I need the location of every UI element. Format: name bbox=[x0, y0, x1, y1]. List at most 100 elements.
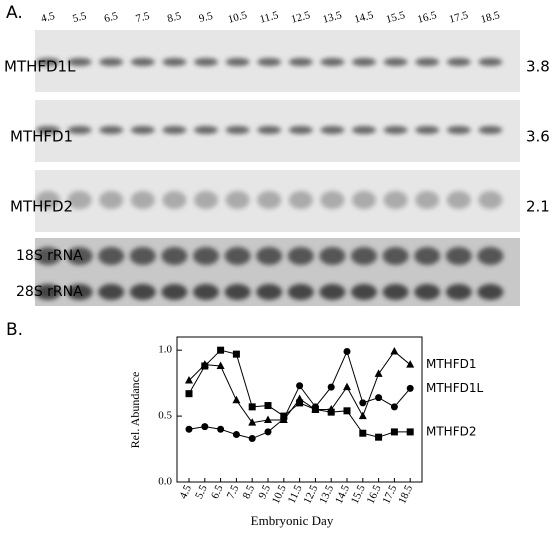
rrna-band bbox=[224, 247, 251, 265]
blot-band bbox=[415, 126, 440, 134]
blot-band bbox=[478, 191, 503, 209]
rrna-band bbox=[161, 284, 188, 300]
rrna-band bbox=[351, 284, 377, 300]
lane-label: 13.5 bbox=[321, 9, 343, 26]
blot-band bbox=[36, 58, 60, 66]
x-tick-label: 8.5 bbox=[241, 483, 258, 501]
blot-band bbox=[36, 191, 60, 209]
x-axis-label: Embryonic Day bbox=[251, 513, 334, 528]
rrna-band bbox=[287, 284, 314, 300]
blot-band bbox=[225, 58, 250, 66]
point bbox=[248, 403, 256, 411]
blot-band bbox=[478, 126, 503, 134]
blot-band bbox=[162, 126, 187, 134]
blot-band bbox=[99, 191, 124, 209]
band-group bbox=[36, 126, 503, 134]
lane-label: 14.5 bbox=[353, 9, 375, 26]
legend-label: MTHFD2 bbox=[426, 424, 476, 438]
lane-label: 6.5 bbox=[103, 10, 120, 25]
point bbox=[248, 435, 256, 442]
rrna-band bbox=[319, 247, 346, 265]
rrna-band bbox=[319, 284, 346, 300]
x-tick-label: 16.5 bbox=[365, 483, 384, 506]
point bbox=[185, 376, 193, 384]
rrna-band bbox=[414, 247, 441, 265]
blot-band bbox=[225, 126, 250, 134]
blot-name: MTHFD1L bbox=[4, 58, 76, 76]
point bbox=[406, 360, 415, 368]
lane-label: 10.5 bbox=[227, 9, 249, 26]
legend-label: MTHFD1 bbox=[426, 357, 476, 371]
point bbox=[375, 394, 383, 402]
rrna-label: 18S rRNA bbox=[16, 248, 83, 264]
blot-band bbox=[288, 191, 313, 209]
rrna-band bbox=[193, 284, 219, 300]
rrna-band bbox=[35, 284, 61, 300]
point bbox=[248, 418, 257, 426]
lane-label: 9.5 bbox=[198, 10, 215, 25]
blot-band bbox=[257, 126, 282, 134]
point bbox=[327, 383, 335, 391]
blot-band bbox=[288, 58, 313, 66]
rrna-band bbox=[129, 284, 156, 300]
lane-label: 15.5 bbox=[385, 9, 407, 26]
point bbox=[358, 411, 367, 420]
y-tick-label: 0.5 bbox=[158, 410, 172, 422]
x-tick-label: 17.5 bbox=[380, 483, 399, 506]
blot-band bbox=[383, 58, 408, 66]
point bbox=[216, 361, 225, 369]
point bbox=[185, 390, 193, 398]
lane-label: 11.5 bbox=[258, 9, 280, 26]
rrna-band bbox=[35, 247, 61, 265]
x-tick-label: 9.5 bbox=[256, 483, 273, 501]
blot-band bbox=[225, 191, 250, 209]
point bbox=[406, 384, 414, 392]
rrna-band bbox=[445, 247, 472, 265]
blot-band bbox=[288, 126, 313, 134]
point bbox=[217, 346, 225, 354]
lane-label: 18.5 bbox=[479, 9, 501, 26]
y-tick-label: 0.0 bbox=[158, 476, 172, 488]
lane-label: 12.5 bbox=[290, 9, 312, 26]
point bbox=[232, 350, 240, 358]
point bbox=[359, 399, 367, 407]
blot-band bbox=[446, 58, 471, 66]
rrna-label: 28S rRNA bbox=[16, 284, 83, 300]
lane-label: 17.5 bbox=[448, 9, 470, 26]
blot-band bbox=[130, 58, 155, 66]
blot-band bbox=[446, 191, 471, 209]
rrna-band bbox=[382, 247, 409, 265]
x-tick-label: 18.5 bbox=[396, 483, 415, 506]
blot-band bbox=[257, 191, 282, 209]
rrna-band bbox=[256, 284, 283, 300]
rrna-band bbox=[224, 284, 251, 300]
blot-band bbox=[67, 126, 92, 134]
blot-band bbox=[352, 191, 376, 209]
rrna-band bbox=[98, 247, 125, 265]
point bbox=[217, 425, 225, 433]
point bbox=[343, 348, 351, 355]
band-group bbox=[35, 247, 504, 300]
series-line bbox=[188, 349, 411, 438]
rrna-band bbox=[129, 247, 156, 265]
blot-band bbox=[415, 58, 440, 66]
point bbox=[296, 382, 304, 390]
blot-band bbox=[36, 126, 60, 134]
point bbox=[343, 407, 351, 415]
blot-band bbox=[257, 58, 282, 66]
rrna-band bbox=[477, 284, 504, 300]
blot-band bbox=[446, 126, 471, 134]
blot-band bbox=[162, 58, 187, 66]
blot-band bbox=[194, 191, 218, 209]
x-tick-label: 7.5 bbox=[225, 483, 242, 501]
blot-size: 3.8 bbox=[526, 58, 550, 76]
point bbox=[390, 403, 398, 411]
point bbox=[375, 433, 383, 441]
blot-name: MTHFD2 bbox=[10, 198, 73, 216]
point bbox=[185, 425, 193, 433]
point bbox=[264, 415, 272, 424]
blot-band bbox=[478, 58, 503, 66]
point bbox=[374, 369, 383, 377]
